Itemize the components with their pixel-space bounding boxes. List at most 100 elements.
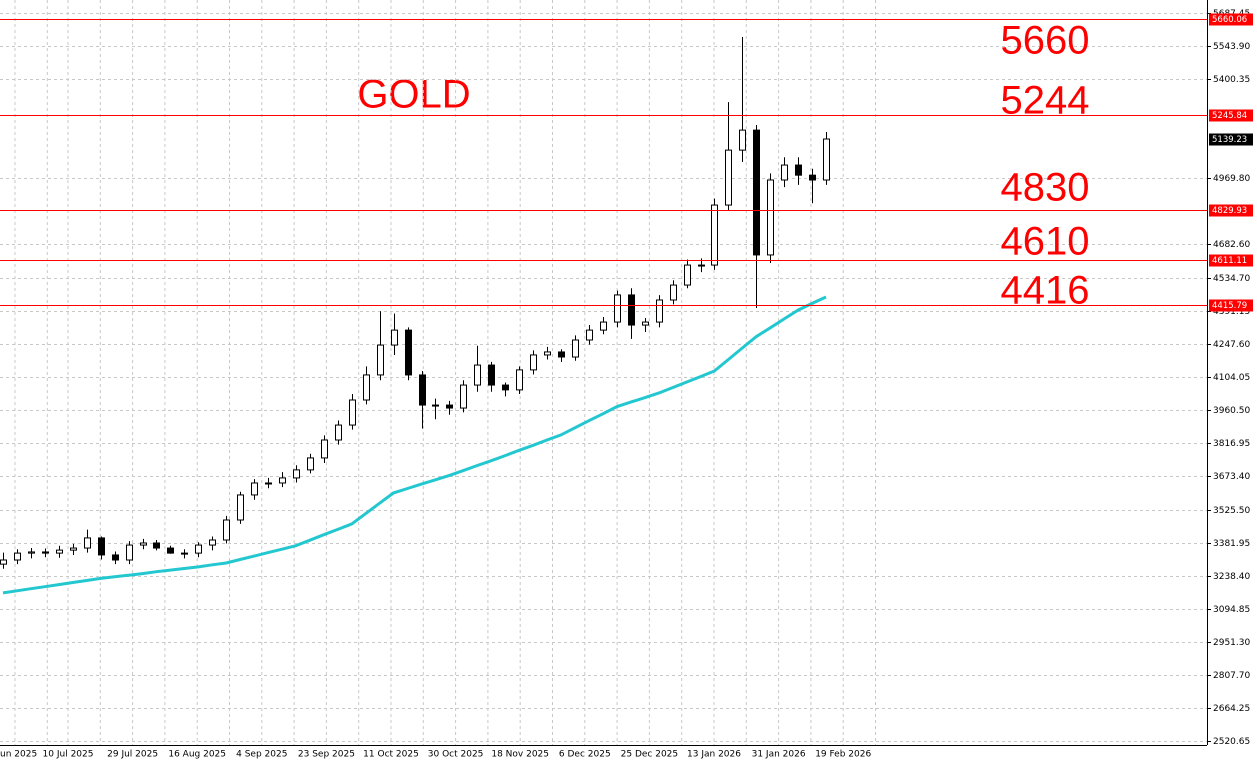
candle-body [739, 129, 746, 151]
candle-body [488, 364, 495, 386]
y-tick-label: 4682.60 [1213, 240, 1250, 250]
current-price-label: 5139.23 [1212, 135, 1247, 145]
x-tick-label: 29 Jul 2025 [107, 750, 158, 760]
x-tick-label: 4 Sep 2025 [236, 750, 287, 760]
candle-body [42, 551, 49, 554]
y-tick-label: 3816.95 [1213, 439, 1250, 449]
y-tick-label: 3525.50 [1213, 506, 1250, 516]
candle-body [642, 321, 649, 326]
y-tick-label: 5543.90 [1213, 42, 1250, 52]
candle-body [98, 537, 105, 556]
candle-body [809, 174, 816, 181]
candle-body [670, 284, 677, 301]
candle-body [237, 494, 244, 521]
candle-body [432, 404, 439, 407]
level-label-box [1209, 109, 1253, 122]
candle-body [377, 344, 384, 376]
candle-body [405, 329, 412, 376]
candle-body [781, 164, 788, 181]
x-tick-label: 16 Aug 2025 [168, 750, 226, 760]
level-label: 4415.79 [1212, 301, 1247, 311]
candle-body [28, 551, 35, 554]
level-label: 5660.06 [1212, 15, 1247, 25]
y-tick-label: 3238.40 [1213, 572, 1250, 582]
candle-body [530, 354, 537, 371]
x-tick-label: 23 Sep 2025 [298, 750, 355, 760]
candle-body [586, 329, 593, 341]
candle-body [84, 537, 91, 549]
level-label-box [1209, 13, 1253, 26]
y-tick-label: 3960.50 [1213, 406, 1250, 416]
candle-body [349, 399, 356, 426]
x-tick-label: 6 Dec 2025 [559, 750, 611, 760]
candle-body [474, 364, 481, 386]
x-tick-label: 11 Oct 2025 [363, 750, 419, 760]
level-label: 4829.93 [1212, 206, 1247, 216]
y-tick-label: 2520.65 [1213, 737, 1250, 747]
candle-body [795, 164, 802, 176]
y-tick-label: 4534.70 [1213, 274, 1250, 284]
candle-body [684, 264, 691, 286]
candle-body [544, 351, 551, 356]
x-tick-label: 18 Nov 2025 [491, 750, 549, 760]
candle-body [767, 179, 774, 256]
candle-body [293, 469, 300, 479]
candle-body [558, 351, 565, 358]
x-tick-label: 30 Oct 2025 [428, 750, 484, 760]
current-price-box [1209, 133, 1253, 146]
candle-body [209, 539, 216, 546]
candle-body [279, 477, 286, 484]
x-tick-label: 25 Dec 2025 [621, 750, 679, 760]
y-tick-label: 2807.70 [1213, 671, 1250, 681]
candle-body [126, 544, 133, 561]
x-tick-label: 13 Jan 2026 [687, 750, 741, 760]
level-annotation: 4830 [1001, 166, 1090, 210]
candle-body [460, 384, 467, 409]
level-label-box [1209, 254, 1253, 267]
candle-body [307, 457, 314, 471]
candle-body [711, 204, 718, 266]
candle-body [725, 149, 732, 206]
candle-body [70, 547, 77, 551]
candle-body [223, 519, 230, 541]
y-tick-label: 4247.60 [1213, 340, 1250, 350]
candle-body [391, 329, 398, 346]
candle-body [251, 482, 258, 496]
level-annotation: 4416 [1001, 269, 1090, 313]
candle-body [181, 552, 188, 555]
candle-body [167, 547, 174, 554]
candle-body [823, 138, 830, 181]
y-tick-label: 4969.80 [1213, 174, 1250, 184]
candle-body [0, 559, 7, 565]
x-tick-label: 19 Feb 2026 [815, 750, 871, 760]
candle-body [419, 374, 426, 406]
y-tick-label: 5400.35 [1213, 75, 1250, 85]
candle-body [656, 299, 663, 323]
candle-body [195, 544, 202, 554]
candle-body [140, 542, 147, 546]
level-annotation: 5660 [1001, 19, 1090, 63]
candle-body [628, 294, 635, 326]
x-tick-label: un 2025 [0, 750, 37, 760]
moving-average [2, 295, 827, 595]
level-label-box [1209, 204, 1253, 217]
candle-body [363, 374, 370, 401]
y-tick-label: 3673.40 [1213, 472, 1250, 482]
level-annotation: 5244 [1001, 79, 1090, 123]
y-tick-label: 4104.05 [1213, 373, 1250, 383]
level-label-box [1209, 299, 1253, 312]
level-label: 5245.84 [1212, 111, 1247, 121]
y-tick-label: 3094.85 [1213, 605, 1250, 615]
y-tick-label: 2951.30 [1213, 638, 1250, 648]
candle-body [56, 549, 63, 554]
candle-body [614, 294, 621, 323]
level-annotation: 4610 [1001, 220, 1090, 264]
candle-body [112, 554, 119, 561]
level-label: 4611.11 [1212, 256, 1247, 266]
candle-body [321, 439, 328, 459]
candle-body [600, 321, 607, 331]
x-tick-label: 31 Jan 2026 [752, 750, 806, 760]
candle-body [265, 482, 272, 485]
